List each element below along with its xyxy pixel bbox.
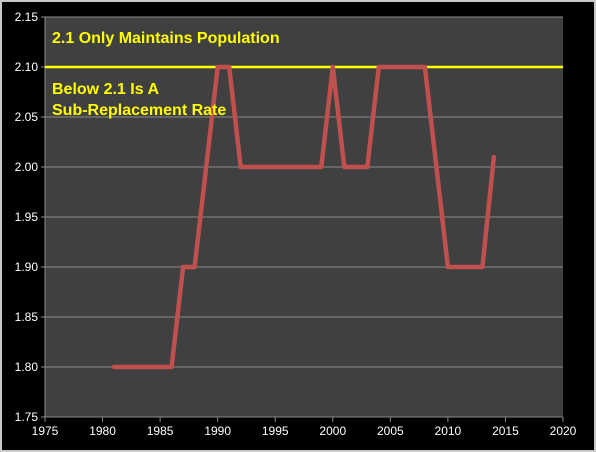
y-tick-label: 1.80: [15, 360, 39, 374]
x-tick-label: 2015: [492, 424, 519, 438]
x-tick-label: 2020: [550, 424, 577, 438]
y-tick-label: 1.95: [15, 210, 39, 224]
annotation-below-replacement-line1: Below 2.1 Is A: [52, 81, 159, 98]
series-fertility-rate: [111, 64, 497, 370]
annotation-below-replacement-line2: Sub-Replacement Rate: [52, 102, 226, 119]
annotation-maintains-population: 2.1 Only Maintains Population: [52, 30, 280, 47]
y-tick-label: 1.85: [15, 310, 39, 324]
x-tick-label: 1975: [32, 424, 59, 438]
x-tick-label: 2005: [377, 424, 404, 438]
x-tick-label: 1995: [262, 424, 289, 438]
x-axis: 1975 1980 1985 1990 1995 2000 2005 2010 2015 2020: [32, 416, 577, 438]
y-axis: 1.75 1.80 1.85 1.90 1.95 2.00 2.05 2.10 2.15: [15, 10, 46, 424]
y-tick-label: 2.00: [15, 160, 39, 174]
x-tick-label: 2010: [435, 424, 462, 438]
y-tick-label: 1.75: [15, 410, 39, 424]
x-tick-label: 1980: [89, 424, 116, 438]
series-line: [111, 64, 497, 370]
y-tick-label: 1.90: [15, 260, 39, 274]
y-tick-label: 2.10: [15, 60, 39, 74]
x-tick-label: 1990: [204, 424, 231, 438]
x-tick-label: 2000: [319, 424, 346, 438]
x-tick-label: 1985: [147, 424, 174, 438]
y-tick-label: 2.05: [15, 110, 39, 124]
y-tick-label: 2.15: [15, 10, 39, 24]
